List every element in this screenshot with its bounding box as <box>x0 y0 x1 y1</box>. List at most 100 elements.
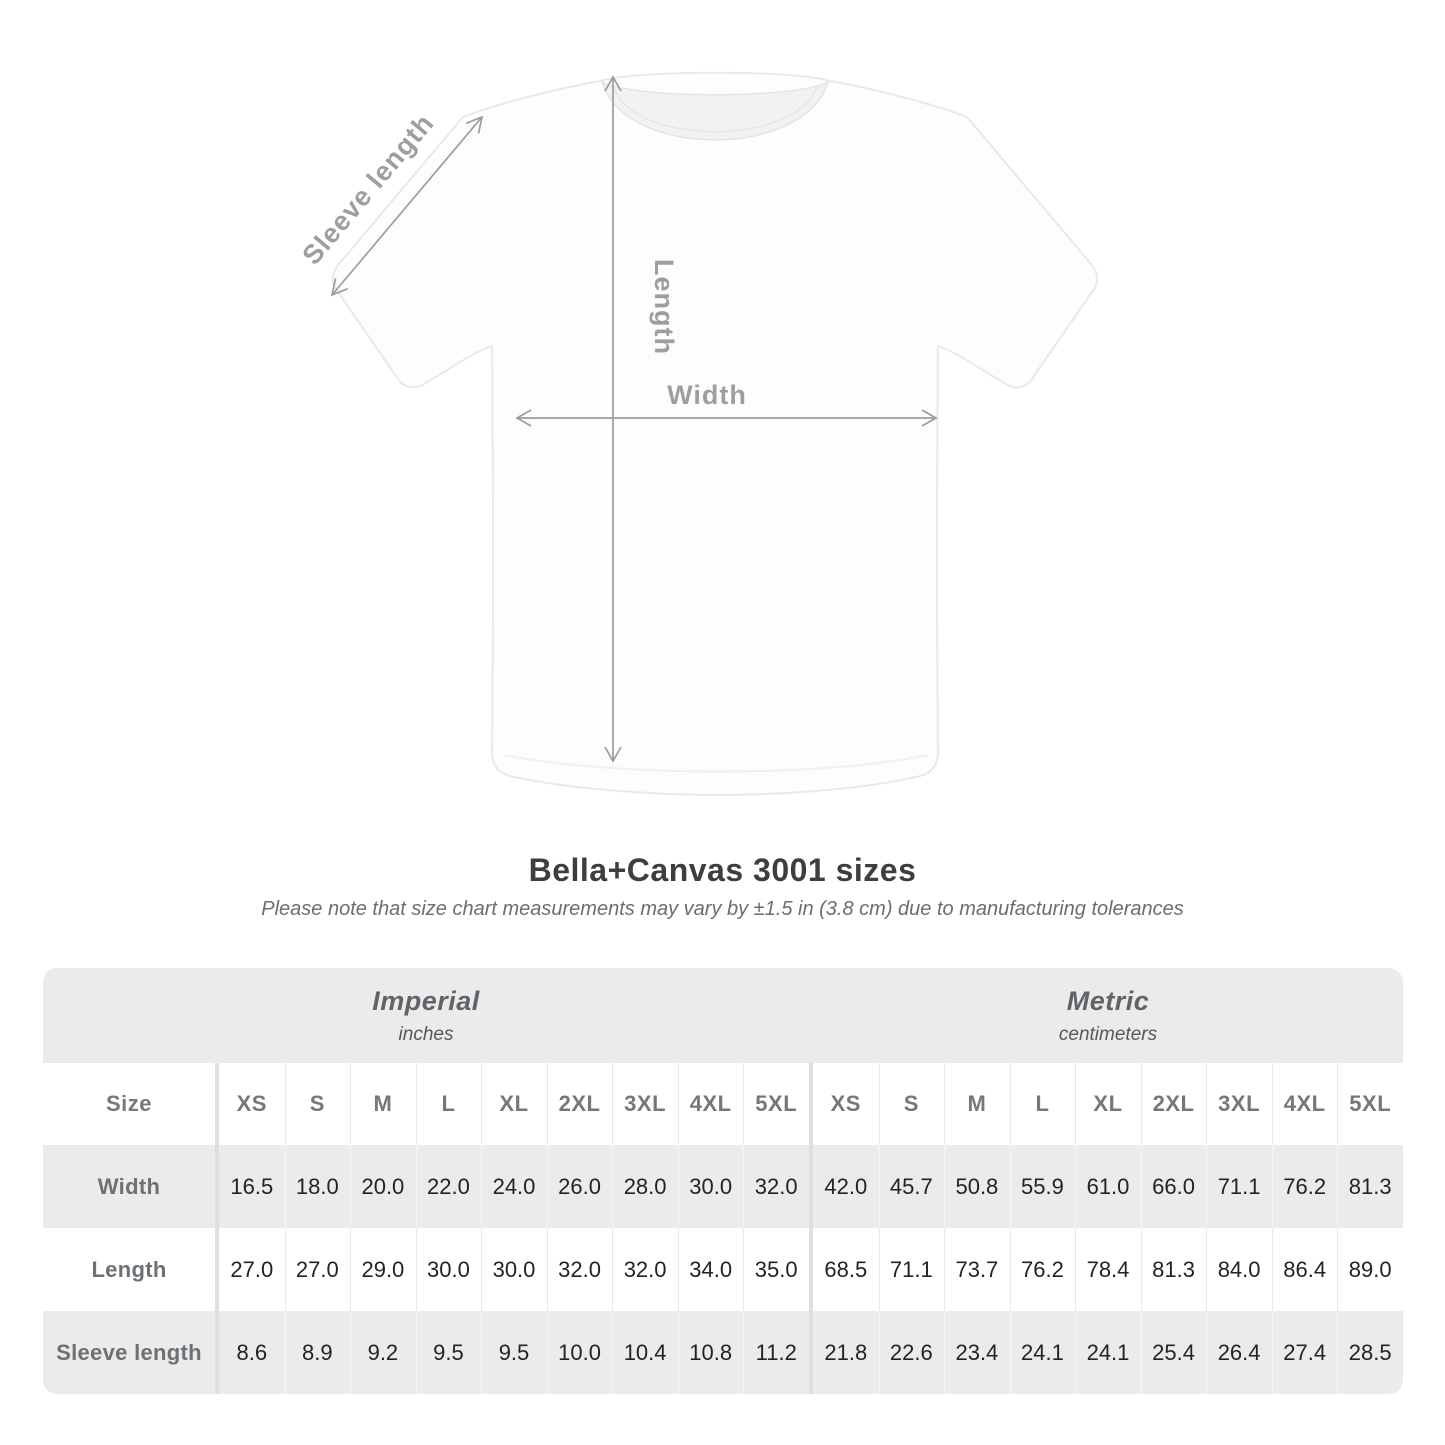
size-header-imperial-2xl: 2XL <box>547 1063 613 1145</box>
value-cell: 22.6 <box>879 1311 945 1394</box>
value-cell: 50.8 <box>944 1145 1010 1228</box>
value-cell: 61.0 <box>1075 1145 1141 1228</box>
sleeve-length-arrow <box>330 115 484 297</box>
value-cell: 32.0 <box>743 1145 809 1228</box>
tshirt-illustration: Sleeve length Length Width <box>296 71 1099 796</box>
value-cell: 42.0 <box>824 1173 868 1199</box>
hem-crease <box>504 754 928 773</box>
value-cell: 18.0 <box>285 1145 351 1228</box>
column-divider <box>215 1311 219 1394</box>
column-divider <box>809 1311 813 1394</box>
collar-seam <box>612 85 818 133</box>
value-cell: 26.4 <box>1206 1311 1272 1394</box>
value-cell: 8.9 <box>285 1311 351 1394</box>
value-cell: 71.1 <box>879 1228 945 1311</box>
value-cell: 76.2 <box>1010 1228 1076 1311</box>
value-cell: 68.5 <box>824 1256 868 1282</box>
size-header-metric-l: L <box>1010 1063 1076 1145</box>
value-cell: 81.3 <box>1337 1145 1403 1228</box>
size-header-row: Size XS S M L XL 2XL 3XL 4XL 5XL XS S M L XL 2XL 3XL 4XL 5… <box>43 1063 1403 1145</box>
value-cell: 71.1 <box>1206 1145 1272 1228</box>
value-cell: 8.6 <box>236 1339 268 1365</box>
measure-row-0: Width 16.5 18.0 20.0 22.0 24.0 26.0 28.0 30.0 32.… <box>43 1145 1403 1228</box>
tshirt-shape <box>331 71 1099 796</box>
value-cell: 30.0 <box>678 1145 744 1228</box>
length-arrow <box>604 75 622 763</box>
column-divider <box>215 1063 219 1145</box>
size-header-metric-3xl: 3XL <box>1206 1063 1272 1145</box>
value-cell: 89.0 <box>1337 1228 1403 1311</box>
size-header-imperial-xl: XL <box>481 1063 547 1145</box>
metric-unit: centimeters <box>1058 1023 1158 1045</box>
width-arrow <box>515 409 938 427</box>
metric-header: Metric centimeters <box>813 968 1403 1063</box>
width-label: Width <box>667 380 747 410</box>
value-cell: 27.0 <box>285 1228 351 1311</box>
imperial-title: Imperial <box>372 985 480 1016</box>
value-cell: 27.4 <box>1272 1311 1338 1394</box>
unit-divider <box>809 968 813 1063</box>
size-header-metric-xs: XS <box>830 1091 861 1116</box>
size-header-metric-2xl: 2XL <box>1141 1063 1207 1145</box>
value-cell: 76.2 <box>1272 1145 1338 1228</box>
value-cell: 24.0 <box>481 1145 547 1228</box>
row-label: Width <box>97 1173 161 1199</box>
column-divider <box>215 1228 219 1311</box>
column-divider <box>215 1145 219 1228</box>
size-header-imperial-3xl: 3XL <box>612 1063 678 1145</box>
size-header-metric-4xl: 4XL <box>1272 1063 1338 1145</box>
value-cell: 45.7 <box>879 1145 945 1228</box>
value-cell: 84.0 <box>1206 1228 1272 1311</box>
value-cell: 16.5 <box>230 1173 274 1199</box>
imperial-header: Imperial inches <box>43 968 809 1063</box>
tshirt-diagram: Sleeve length Length Width <box>295 55 1145 825</box>
row-label: Sleeve length <box>56 1339 202 1365</box>
size-header-imperial-5xl: 5XL <box>743 1063 809 1145</box>
value-cell: 27.0 <box>230 1256 274 1282</box>
collar-opening <box>600 80 830 141</box>
value-cell: 10.8 <box>678 1311 744 1394</box>
size-header-imperial-l: L <box>416 1063 482 1145</box>
value-cell: 25.4 <box>1141 1311 1207 1394</box>
value-cell: 10.0 <box>547 1311 613 1394</box>
value-cell: 9.5 <box>481 1311 547 1394</box>
tolerance-note: Please note that size chart measurements… <box>261 898 1184 920</box>
value-cell: 28.5 <box>1337 1311 1403 1394</box>
value-cell: 20.0 <box>350 1145 416 1228</box>
heading-block: Bella+Canvas 3001 sizes Please note that… <box>0 852 1445 921</box>
value-cell: 55.9 <box>1010 1145 1076 1228</box>
value-cell: 81.3 <box>1141 1228 1207 1311</box>
value-cell: 24.1 <box>1075 1311 1141 1394</box>
size-table: Imperial inches Metric centimeters Size X… <box>43 968 1403 1394</box>
value-cell: 24.1 <box>1010 1311 1076 1394</box>
measurement-arrows <box>330 75 938 763</box>
row-label: Length <box>91 1256 167 1282</box>
value-cell: 23.4 <box>944 1311 1010 1394</box>
value-cell: 10.4 <box>612 1311 678 1394</box>
page-title: Bella+Canvas 3001 sizes <box>528 852 917 888</box>
value-cell: 73.7 <box>944 1228 1010 1311</box>
value-cell: 35.0 <box>743 1228 809 1311</box>
size-header-imperial-4xl: 4XL <box>678 1063 744 1145</box>
size-header-imperial-s: S <box>285 1063 351 1145</box>
value-cell: 30.0 <box>416 1228 482 1311</box>
unit-header-row: Imperial inches Metric centimeters <box>43 968 1403 1063</box>
value-cell: 86.4 <box>1272 1228 1338 1311</box>
column-divider <box>809 1145 813 1228</box>
value-cell: 22.0 <box>416 1145 482 1228</box>
column-divider <box>809 1063 813 1145</box>
measure-row-1: Length 27.0 27.0 29.0 30.0 30.0 32.0 32.0 34.0 35… <box>43 1228 1403 1311</box>
size-column-label: Size <box>105 1091 153 1116</box>
metric-title: Metric <box>1066 985 1150 1016</box>
value-cell: 9.2 <box>350 1311 416 1394</box>
value-cell: 32.0 <box>547 1228 613 1311</box>
measure-row-2: Sleeve length 8.6 8.9 9.2 9.5 9.5 10.0 10.4 10.8… <box>43 1311 1403 1394</box>
value-cell: 66.0 <box>1141 1145 1207 1228</box>
value-cell: 78.4 <box>1075 1228 1141 1311</box>
value-cell: 11.2 <box>743 1311 809 1394</box>
value-cell: 9.5 <box>416 1311 482 1394</box>
imperial-unit: inches <box>398 1023 454 1045</box>
size-header-metric-s: S <box>879 1063 945 1145</box>
size-header-metric-5xl: 5XL <box>1337 1063 1403 1145</box>
